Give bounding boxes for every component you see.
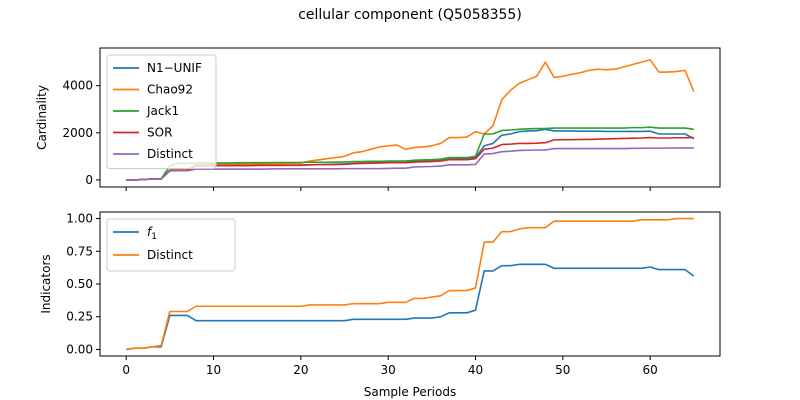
y-axis-label: Indicators <box>39 254 53 313</box>
legend-label: f1 <box>147 225 157 242</box>
y-tick-label: 2000 <box>62 126 93 140</box>
x-tick-label: 0 <box>122 363 130 377</box>
legend-box <box>106 54 217 169</box>
x-tick-label: 50 <box>555 363 570 377</box>
legend-label: Jack1 <box>146 104 179 118</box>
y-tick-label: 0.00 <box>66 342 93 356</box>
x-axis-label: Sample Periods <box>364 385 456 399</box>
x-tick-label: 10 <box>206 363 221 377</box>
legend-label: SOR <box>147 126 172 140</box>
legend-label: Distinct <box>147 248 193 262</box>
legend-label: N1−UNIF <box>147 61 202 75</box>
x-tick-label: 30 <box>381 363 396 377</box>
axes-frame <box>99 47 721 188</box>
y-tick-label: 0.75 <box>66 244 93 258</box>
y-axis-label: Cardinality <box>35 85 49 150</box>
legend-box <box>106 218 236 272</box>
series-line-f1 <box>126 263 695 351</box>
x-tick-label: 60 <box>643 363 658 377</box>
y-tick-label: 4000 <box>62 79 93 93</box>
x-tick-label: 40 <box>468 363 483 377</box>
x-tick-label: 20 <box>293 363 308 377</box>
y-tick-label: 0.25 <box>66 310 93 324</box>
y-tick-label: 0 <box>85 173 93 187</box>
y-tick-label: 1.00 <box>66 212 93 226</box>
panel-indicators: 0 10 20 30 40 50 60 0.00 0.25 0.50 0.75 1.00 Indicat… <box>39 211 721 377</box>
chart-title: cellular component (Q5058355) <box>298 7 522 23</box>
series-line-distinct <box>126 217 694 351</box>
y-tick-label: 0.50 <box>66 277 93 291</box>
panel-cardinality: 0 2000 4000 Cardinality N1−UNIF Chao92 Jack1 SO… <box>35 47 721 191</box>
series-line-chao92 <box>126 58 695 181</box>
legend-label: Chao92 <box>147 83 193 97</box>
legend-label: Distinct <box>147 147 193 161</box>
series-line-jack1 <box>126 126 694 181</box>
series-line-sor <box>126 136 694 181</box>
series-line-distinct <box>126 147 694 181</box>
